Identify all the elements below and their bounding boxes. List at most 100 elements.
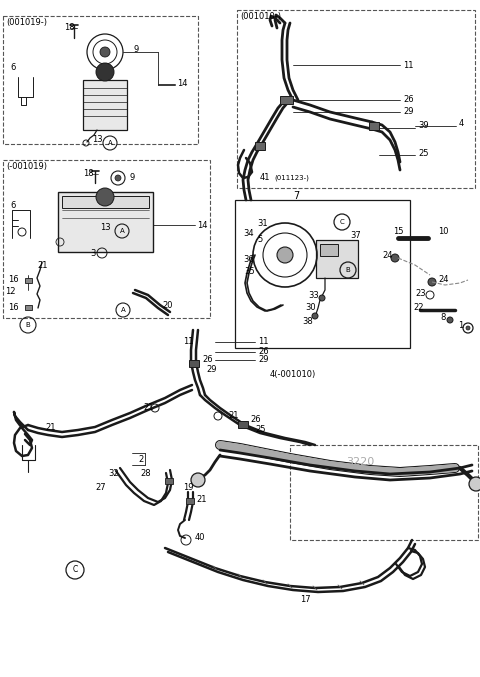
Text: 4(-001010): 4(-001010) — [270, 370, 316, 380]
Text: 16: 16 — [8, 276, 19, 284]
Bar — [165, 478, 173, 484]
Circle shape — [191, 473, 205, 487]
Bar — [320, 244, 338, 256]
Text: 21: 21 — [196, 496, 206, 504]
Text: 12: 12 — [5, 288, 15, 297]
Text: B: B — [25, 322, 30, 328]
Text: (001019-): (001019-) — [6, 18, 47, 28]
Text: 30: 30 — [305, 303, 316, 313]
Text: 9: 9 — [130, 173, 135, 183]
Circle shape — [447, 317, 453, 323]
Text: 23: 23 — [415, 288, 426, 297]
Text: 24: 24 — [382, 251, 393, 261]
Bar — [369, 122, 379, 130]
Text: 11: 11 — [258, 338, 268, 347]
Text: 31: 31 — [257, 219, 268, 229]
Bar — [280, 96, 293, 104]
Text: 5: 5 — [257, 236, 262, 244]
Circle shape — [319, 295, 325, 301]
Circle shape — [469, 477, 480, 491]
Circle shape — [466, 326, 470, 330]
Text: 29: 29 — [206, 366, 216, 374]
Bar — [62, 196, 149, 208]
Bar — [186, 498, 194, 504]
Text: 28: 28 — [140, 468, 151, 477]
Bar — [25, 278, 32, 283]
Circle shape — [312, 313, 318, 319]
Text: 26: 26 — [202, 355, 213, 364]
Circle shape — [277, 247, 293, 263]
Text: 11: 11 — [403, 60, 413, 70]
Text: C: C — [340, 219, 344, 225]
Text: 41: 41 — [260, 173, 271, 183]
Text: 6: 6 — [10, 200, 15, 209]
Text: 26: 26 — [250, 416, 261, 424]
Text: 2: 2 — [138, 456, 143, 464]
Circle shape — [115, 175, 121, 181]
Text: 26: 26 — [258, 347, 269, 357]
Text: 14: 14 — [197, 221, 207, 230]
Text: 32: 32 — [108, 468, 119, 477]
Text: 4: 4 — [459, 118, 464, 127]
Text: 1: 1 — [458, 322, 463, 330]
Text: 21: 21 — [37, 261, 48, 269]
Bar — [238, 421, 248, 428]
Text: 3: 3 — [90, 250, 96, 259]
Text: (-001019): (-001019) — [6, 162, 47, 171]
Text: 13: 13 — [92, 135, 103, 144]
Text: (001010-): (001010-) — [240, 12, 281, 22]
Text: 19: 19 — [183, 483, 193, 492]
Text: C: C — [72, 565, 78, 575]
Text: 33: 33 — [308, 290, 319, 299]
Circle shape — [428, 278, 436, 286]
Text: 9: 9 — [133, 45, 138, 53]
Text: 34: 34 — [243, 230, 253, 238]
Bar — [255, 142, 265, 150]
Text: 25: 25 — [255, 426, 265, 435]
Text: 21: 21 — [143, 403, 154, 412]
Text: 29: 29 — [403, 108, 413, 116]
Text: 16: 16 — [8, 303, 19, 313]
Bar — [290, 445, 478, 540]
Text: 17: 17 — [300, 596, 311, 605]
Bar — [25, 305, 32, 310]
Bar — [83, 80, 127, 130]
Text: A: A — [120, 228, 124, 234]
Bar — [189, 360, 199, 367]
Text: 6: 6 — [10, 62, 15, 72]
Text: 21: 21 — [45, 424, 56, 433]
Circle shape — [391, 254, 399, 262]
Text: 39: 39 — [418, 121, 429, 131]
Bar — [235, 200, 410, 348]
Text: 7: 7 — [293, 191, 299, 201]
Text: 38: 38 — [302, 318, 313, 326]
Text: B: B — [346, 267, 350, 273]
Text: A: A — [108, 140, 112, 146]
Text: 40: 40 — [195, 533, 205, 542]
Text: 14: 14 — [177, 79, 188, 89]
Text: 13: 13 — [100, 223, 110, 232]
Text: 20: 20 — [162, 301, 172, 309]
Circle shape — [96, 63, 114, 81]
Text: 26: 26 — [403, 95, 414, 104]
Text: 37: 37 — [350, 230, 361, 240]
Text: 29: 29 — [258, 355, 268, 364]
Bar — [3, 16, 198, 144]
Text: A: A — [120, 307, 125, 313]
Text: 8: 8 — [440, 313, 445, 322]
Text: 11: 11 — [183, 338, 193, 347]
Text: (011123-): (011123-) — [274, 175, 309, 181]
Bar — [58, 192, 153, 252]
Circle shape — [96, 188, 114, 206]
Text: 15: 15 — [393, 227, 404, 236]
Text: 18: 18 — [64, 22, 74, 32]
Text: 10: 10 — [438, 227, 448, 236]
Text: 24: 24 — [438, 276, 448, 284]
Text: 25: 25 — [418, 148, 429, 158]
Text: 21: 21 — [228, 410, 239, 420]
Bar — [316, 240, 358, 278]
Text: 3220: 3220 — [346, 457, 374, 467]
Text: 27: 27 — [95, 483, 106, 492]
Bar — [237, 10, 475, 188]
Circle shape — [100, 47, 110, 57]
